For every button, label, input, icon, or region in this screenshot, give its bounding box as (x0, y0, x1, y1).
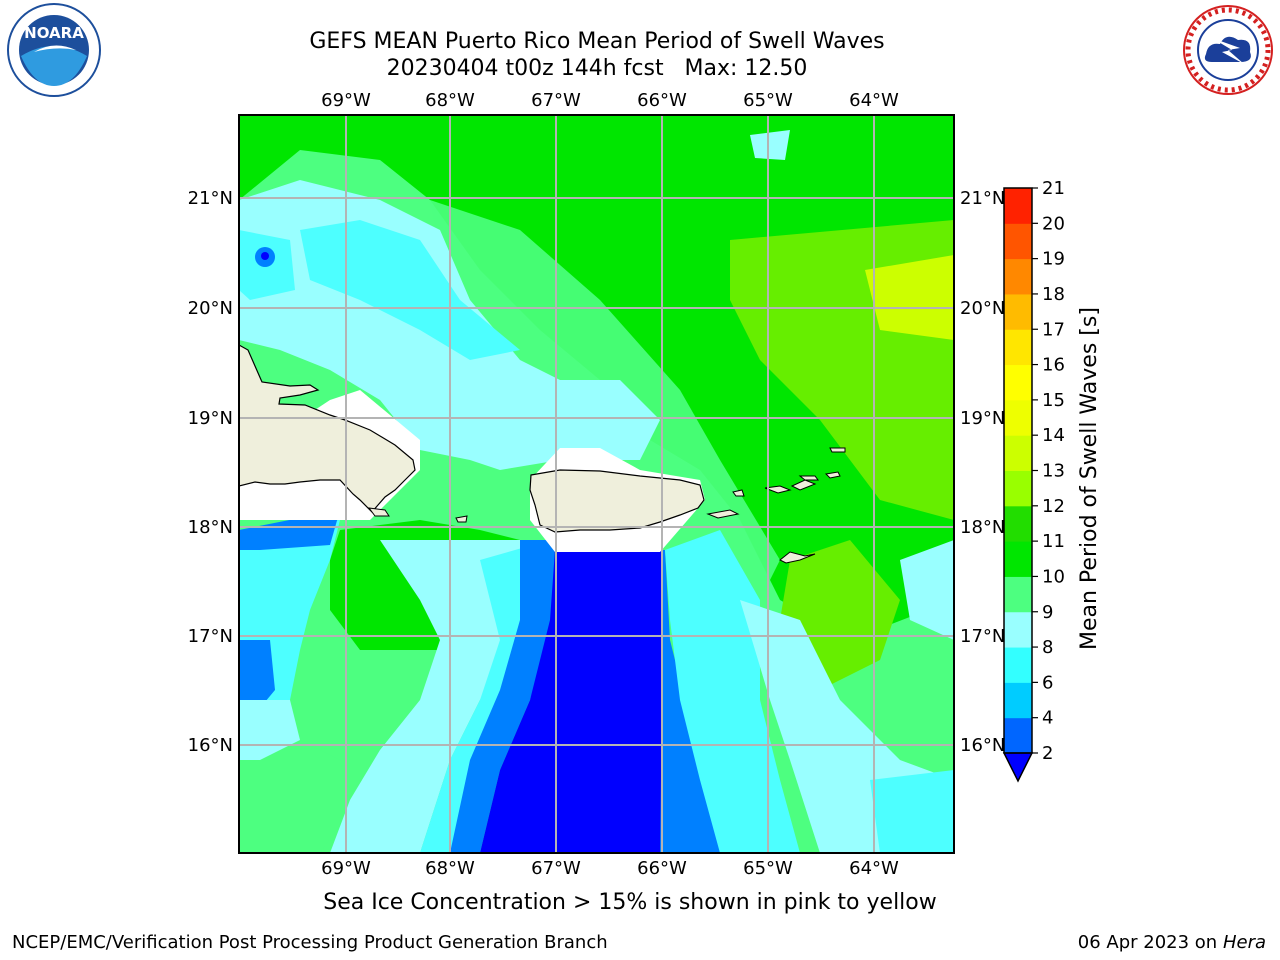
colorbar-tick-label: 15 (1042, 390, 1065, 411)
colorbar-tick-label: 20 (1042, 213, 1065, 234)
lat-label: 19°N (188, 408, 233, 429)
colorbar-band (1004, 188, 1032, 224)
colorbar-band (1004, 223, 1032, 260)
colorbar-tick-label: 4 (1042, 708, 1053, 729)
lon-label: 65°W (743, 90, 793, 111)
colorbar-bands (1002, 187, 1034, 783)
colorbar-band (1004, 399, 1032, 436)
colorbar-tick-label: 14 (1042, 425, 1065, 446)
colorbar-tick-label: 11 (1042, 531, 1065, 552)
lat-labels-left: 21°N 20°N 19°N 18°N 17°N 16°N (188, 188, 233, 756)
colorbar-band (1004, 541, 1032, 577)
colorbar-band (1004, 435, 1032, 471)
colorbar-band (1004, 258, 1032, 295)
lat-label: 18°N (960, 517, 1005, 538)
footer-date: 06 Apr 2023 on Hera (1077, 932, 1266, 953)
sea-ice-note: Sea Ice Concentration > 15% is shown in … (323, 890, 937, 915)
colorbar-tick-label: 17 (1042, 319, 1065, 340)
colorbar-tick-label: 8 (1042, 637, 1053, 658)
footer-branch: NCEP/EMC/Verification Post Processing Pr… (12, 932, 608, 953)
graticule (239, 115, 954, 853)
chart-title-line1: GEFS MEAN Puerto Rico Mean Period of Swe… (309, 29, 885, 54)
colorbar-tick-label: 21 (1042, 180, 1065, 199)
lon-label: 69°W (321, 90, 371, 111)
lon-labels-bottom: 69°W 68°W 67°W 66°W 65°W 64°W (321, 858, 899, 879)
colorbar-band (1004, 470, 1032, 507)
lat-label: 17°N (188, 626, 233, 647)
swell-period-field (239, 115, 954, 853)
colorbar-band (1004, 717, 1032, 754)
lat-label: 16°N (188, 735, 233, 756)
lon-label: 67°W (531, 90, 581, 111)
colorbar-band (1004, 364, 1032, 401)
lat-label: 19°N (960, 408, 1005, 429)
lon-label: 68°W (425, 90, 475, 111)
colorbar-band (1004, 293, 1032, 330)
colorbar-tick-label: 18 (1042, 284, 1065, 305)
lon-label: 67°W (531, 858, 581, 879)
colorbar-tick-label: 12 (1042, 496, 1065, 517)
lon-labels-top: 69°W 68°W 67°W 66°W 65°W 64°W (321, 90, 899, 111)
lon-label: 68°W (425, 858, 475, 879)
lat-label: 16°N (960, 735, 1005, 756)
colorbar-extend-arrow (1002, 752, 1034, 783)
chart-title-line2: 20230404 t00z 144h fcst Max: 12.50 (386, 56, 808, 81)
noaa-logo-icon: NOARA (7, 3, 101, 97)
lon-label: 66°W (637, 858, 687, 879)
footer-machine: Hera (1222, 932, 1266, 953)
colorbar-band (1004, 329, 1032, 366)
colorbar-tick-label: 9 (1042, 602, 1053, 623)
lon-label: 65°W (743, 858, 793, 879)
colorbar-tick-label: 13 (1042, 461, 1065, 482)
colorbar-tick-label: 10 (1042, 566, 1065, 587)
noaa-logo-text: NOARA (24, 24, 84, 42)
lat-label: 20°N (188, 298, 233, 319)
lon-label: 69°W (321, 858, 371, 879)
colorbar-tick-label: 6 (1042, 672, 1053, 693)
lon-label: 64°W (849, 90, 899, 111)
lat-label: 21°N (188, 188, 233, 209)
colorbar-label: Mean Period of Swell Waves [s] (1077, 307, 1102, 650)
colorbar-band (1004, 505, 1032, 542)
lat-label: 21°N (960, 188, 1005, 209)
lat-labels-right: 21°N 20°N 19°N 18°N 17°N 16°N (960, 188, 1005, 756)
colorbar-band (1004, 611, 1032, 648)
colorbar-ticks: 2 4 6 8 9 10 11 12 13 14 15 16 17 18 19 20 21 (1032, 180, 1065, 764)
colorbar: 2 4 6 8 9 10 11 12 13 14 15 16 17 18 19 20 21 Mean Perio… (1002, 180, 1102, 783)
map-frame (238, 114, 955, 854)
colorbar-band (1004, 576, 1032, 613)
colorbar-tick-label: 19 (1042, 249, 1065, 270)
lat-label: 18°N (188, 517, 233, 538)
colorbar-band (1004, 682, 1032, 719)
nws-logo-icon (1183, 5, 1273, 95)
colorbar-tick-label: 2 (1042, 743, 1053, 764)
lat-label: 20°N (960, 298, 1005, 319)
colorbar-band (1004, 647, 1032, 683)
colorbar-tick-label: 16 (1042, 355, 1065, 376)
lat-label: 17°N (960, 626, 1005, 647)
lon-label: 66°W (637, 90, 687, 111)
lon-label: 64°W (849, 858, 899, 879)
